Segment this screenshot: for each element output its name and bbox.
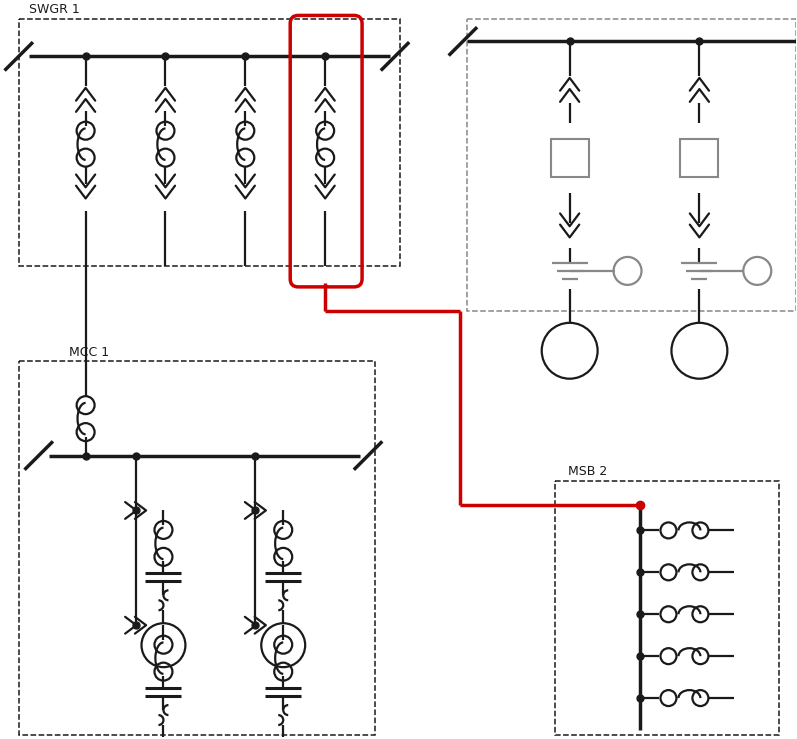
Text: SWGR 1: SWGR 1 bbox=[29, 4, 80, 16]
Bar bbox=[555, 480, 779, 735]
Bar bbox=[19, 19, 400, 266]
Bar bbox=[19, 361, 375, 735]
Bar bbox=[681, 139, 718, 177]
Bar bbox=[467, 19, 796, 311]
Bar bbox=[551, 139, 589, 177]
Text: MSB 2: MSB 2 bbox=[567, 465, 607, 477]
Text: MCC 1: MCC 1 bbox=[69, 346, 108, 358]
